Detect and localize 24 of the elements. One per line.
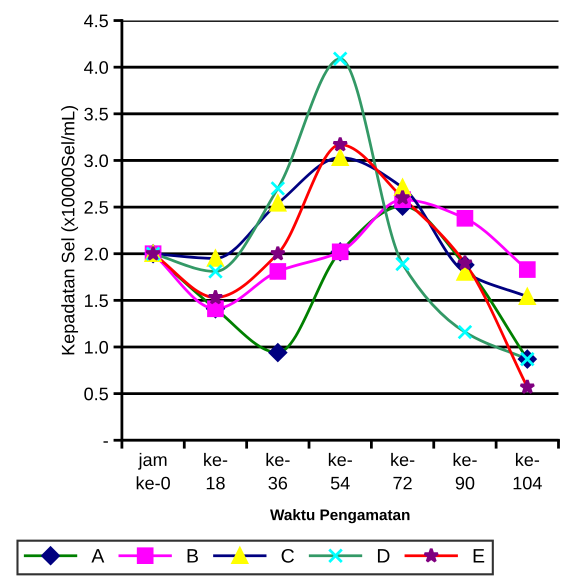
y-axis-title: Kepadatan Sel (x10000Sel/mL): [61, 106, 78, 354]
y-tick-label: -: [104, 441, 108, 443]
y-tick-label: 3.5: [84, 108, 108, 121]
y-tick-label: 3.0: [84, 154, 108, 168]
x-tick-label: ke-90: [454, 452, 477, 490]
x-tick-label: ke-54: [328, 452, 352, 490]
y-tick-label: 1.0: [84, 340, 108, 354]
y-tick-label: 4.5: [84, 14, 108, 28]
x-tick-label: ke-36: [266, 452, 290, 490]
x-tick-label: ke-18: [204, 452, 228, 490]
x-tick-label: ke-72: [391, 452, 414, 490]
y-tick-label: 0.5: [84, 388, 108, 400]
y-tick-label: 4.0: [84, 61, 108, 74]
legend-label: C: [282, 548, 294, 563]
legend-label: E: [474, 549, 484, 563]
x-tick-label: jam ke-0: [136, 452, 170, 490]
legend-label: D: [378, 549, 390, 563]
x-axis-title: Waktu Pengamatan: [270, 509, 410, 524]
x-tick-label: ke-104: [514, 452, 542, 490]
legend-label: A: [91, 549, 104, 563]
y-tick-label: 2.0: [84, 248, 108, 260]
y-tick-label: 2.5: [84, 201, 108, 214]
legend-label: B: [188, 549, 198, 563]
y-tick-label: 1.5: [84, 294, 108, 308]
